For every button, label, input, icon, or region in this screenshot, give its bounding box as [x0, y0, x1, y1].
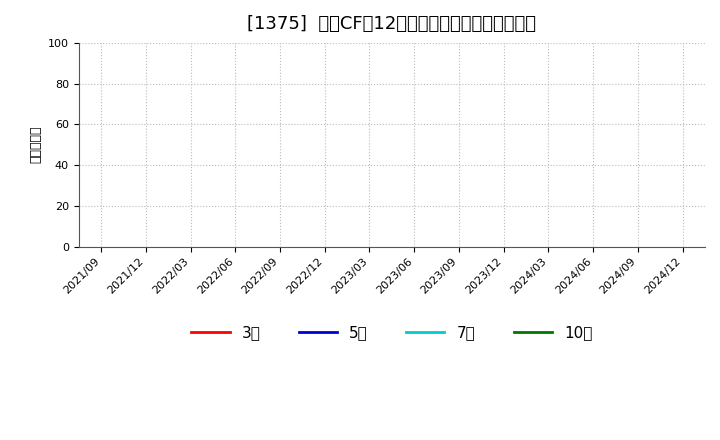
Legend: 3年, 5年, 7年, 10年: 3年, 5年, 7年, 10年	[185, 319, 598, 347]
Y-axis label: （百万円）: （百万円）	[30, 126, 42, 163]
Title: [1375]  営業CFの12か月移動合計の平均値の推移: [1375] 営業CFの12か月移動合計の平均値の推移	[248, 15, 536, 33]
